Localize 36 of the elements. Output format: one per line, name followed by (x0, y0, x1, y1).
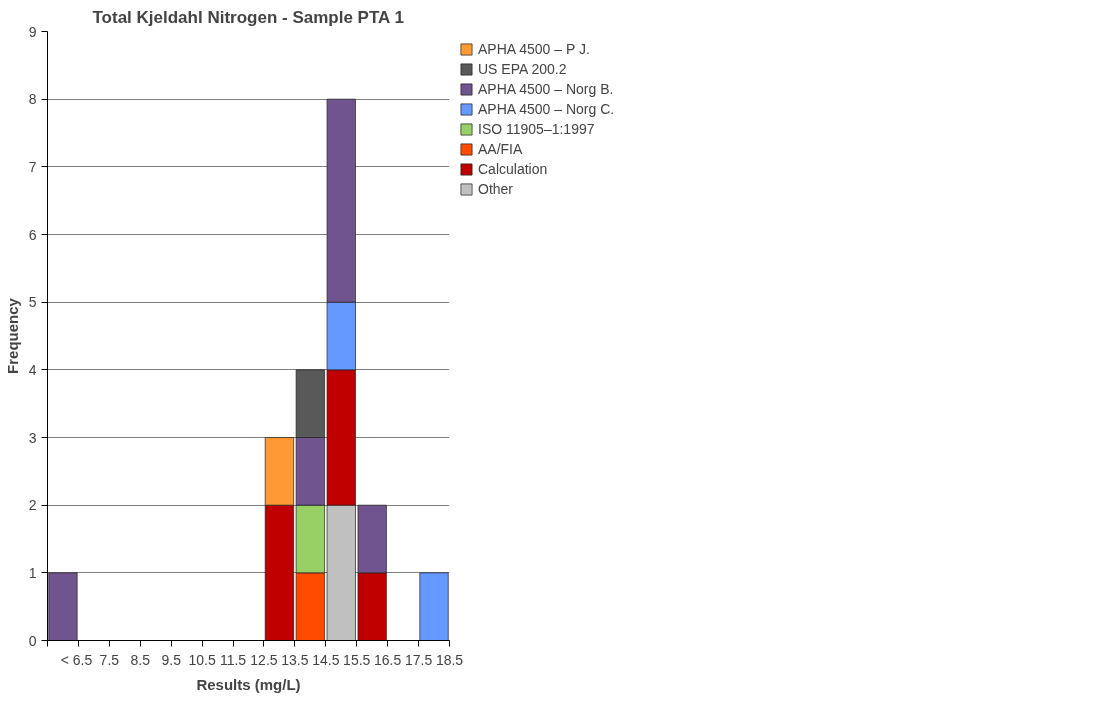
x-tick-label: 10.5 (188, 651, 216, 668)
bar (48, 572, 78, 641)
x-tick-label: 9.5 (161, 651, 182, 668)
y-tick-label: 3 (28, 429, 37, 446)
x-tick-label: 14.5 (312, 651, 340, 668)
bar (419, 572, 449, 641)
legend-label: Other (478, 181, 514, 197)
legend-label: AA/FIA (478, 141, 523, 157)
legend-label: APHA 4500 – Norg B. (478, 81, 614, 97)
y-tick-label: 7 (28, 158, 37, 175)
y-tick-label: 9 (28, 23, 37, 40)
y-axis-title: Frequency (3, 297, 21, 374)
y-tick-label: 8 (28, 91, 37, 108)
y-tick-label: 5 (28, 294, 37, 311)
y-tick-label: 2 (28, 497, 37, 514)
x-tick-label: 17.5 (404, 651, 433, 668)
legend-label: APHA 4500 – Norg C. (478, 101, 615, 117)
y-tick-label: 0 (28, 632, 37, 649)
legend-label: APHA 4500 – P J. (478, 41, 590, 57)
x-axis-title: Results (mg/L) (196, 675, 301, 693)
x-tick-label: 13.5 (281, 651, 309, 668)
legend-label: US EPA 200.2 (478, 61, 567, 77)
x-tick-label: 12.5 (250, 651, 278, 668)
legend-label: ISO 11905–1:1997 (478, 121, 595, 137)
y-tick-label: 6 (28, 226, 37, 243)
x-tick-label: 16.5 (374, 651, 402, 668)
legend-label: Calculation (478, 161, 548, 177)
chart-title: Total Kjeldahl Nitrogen - Sample PTA 1 (92, 7, 404, 27)
x-tick-label: 8.5 (130, 651, 151, 668)
x-tick-label: 11.5 (219, 651, 247, 668)
x-tick-label: 15.5 (343, 651, 371, 668)
x-tick-label: < 6.5 (60, 651, 93, 668)
y-tick-label: 4 (28, 361, 37, 378)
x-tick-label: 18.5 (435, 651, 464, 668)
y-tick-label: 1 (28, 564, 37, 581)
x-tick-label: 7.5 (99, 651, 120, 668)
